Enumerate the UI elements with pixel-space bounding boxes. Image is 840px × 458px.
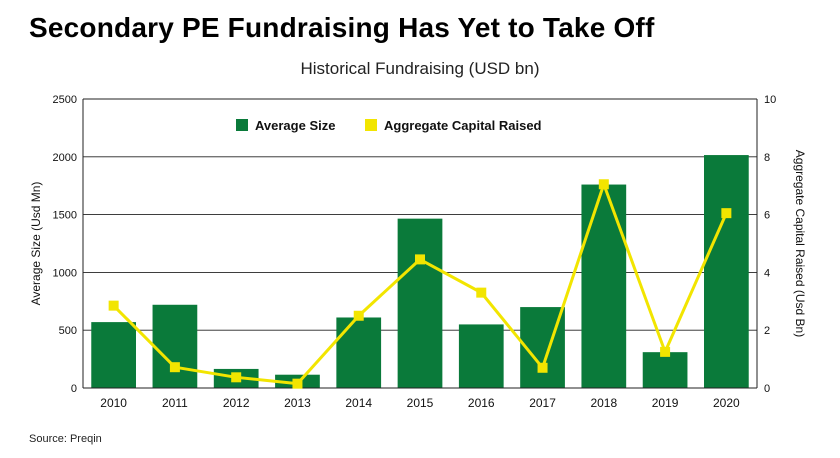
bar <box>336 317 382 388</box>
x-tick-label: 2015 <box>407 396 434 410</box>
line-point <box>169 362 180 373</box>
chart-subtitle: Historical Fundraising (USD bn) <box>300 59 540 78</box>
y-tick-label: 0 <box>71 383 77 395</box>
legend-swatch-average-size <box>236 119 248 131</box>
y-tick-label: 1000 <box>53 267 77 279</box>
bar <box>458 324 504 388</box>
y2-tick-label: 10 <box>764 94 776 106</box>
bar <box>642 352 688 388</box>
y-tick-label: 500 <box>59 325 77 337</box>
y2-tick-label: 4 <box>764 267 770 279</box>
line-point <box>598 179 609 190</box>
y2-tick-label: 6 <box>764 210 770 222</box>
legend-label-average-size: Average Size <box>255 118 335 133</box>
bar <box>91 322 137 388</box>
y2-tick-label: 0 <box>764 383 770 395</box>
x-tick-label: 2018 <box>590 396 617 410</box>
line-point <box>108 300 119 311</box>
line-point <box>231 372 242 383</box>
source-note: Source: Preqin <box>29 433 102 445</box>
x-tick-label: 2019 <box>652 396 679 410</box>
y-tick-label: 2000 <box>53 152 77 164</box>
bar <box>397 218 443 388</box>
line-point <box>415 254 425 265</box>
x-tick-label: 2020 <box>713 396 740 410</box>
x-tick-label: 2010 <box>100 396 127 410</box>
y2-tick-label: 2 <box>764 325 770 337</box>
legend-label-aggregate-capital: Aggregate Capital Raised <box>384 118 542 133</box>
line-point <box>353 310 364 321</box>
y2-tick-label: 8 <box>764 152 770 164</box>
x-tick-label: 2012 <box>223 396 250 410</box>
bar <box>703 155 749 388</box>
x-tick-label: 2014 <box>345 396 372 410</box>
chart-title: Secondary PE Fundraising Has Yet to Take… <box>29 12 655 43</box>
x-tick-label: 2016 <box>468 396 495 410</box>
line-point <box>660 346 671 357</box>
bar <box>581 184 627 388</box>
line-point <box>476 287 487 298</box>
x-tick-label: 2013 <box>284 396 311 410</box>
y-axis-title: Average Size (Usd Mn) <box>29 182 43 306</box>
bar <box>152 304 198 388</box>
x-tick-label: 2017 <box>529 396 556 410</box>
legend-swatch-aggregate-capital <box>365 119 377 131</box>
line-point <box>537 362 548 373</box>
line-point <box>721 208 732 219</box>
y-tick-label: 1500 <box>53 210 77 222</box>
y2-axis-title: Aggregate Capital Raised (Usd Bn) <box>793 150 807 337</box>
x-tick-label: 2011 <box>162 396 188 410</box>
y-tick-label: 2500 <box>53 94 77 106</box>
line-point <box>292 378 303 389</box>
